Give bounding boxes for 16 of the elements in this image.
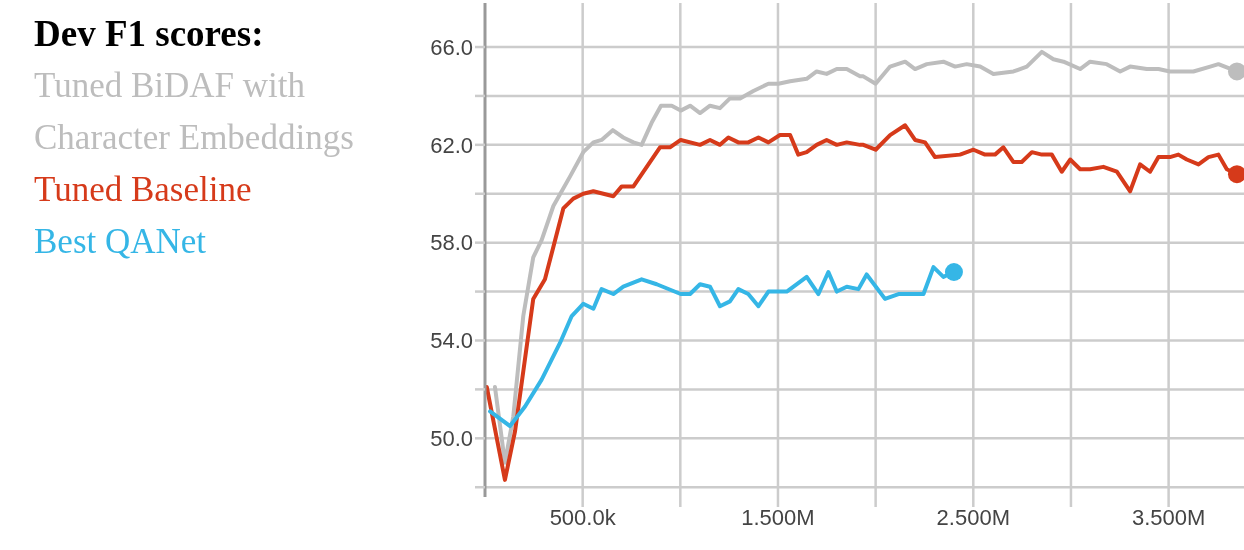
y-tick-label: 50.0: [430, 426, 473, 452]
x-tick-label: 1.500M: [741, 504, 815, 530]
y-tick-label: 54.0: [430, 328, 473, 354]
point: [944, 263, 963, 282]
x-tick-label: 500.0k: [549, 504, 617, 530]
text: Dev F1 scores:: [34, 12, 265, 56]
text: Tuned Baseline: [34, 169, 253, 211]
point: [1227, 62, 1244, 81]
point: [1227, 165, 1244, 184]
x-tick-label: 2.500M: [936, 504, 1010, 530]
y-tick-label: 58.0: [430, 230, 473, 256]
y-tick-label: 62.0: [430, 132, 473, 158]
text: Tuned BiDAF with Character Embeddings: [34, 65, 355, 159]
y-tick-label: 66.0: [430, 34, 473, 60]
text: Best QANet: [34, 221, 208, 263]
x-tick-label: 3.500M: [1131, 504, 1206, 530]
